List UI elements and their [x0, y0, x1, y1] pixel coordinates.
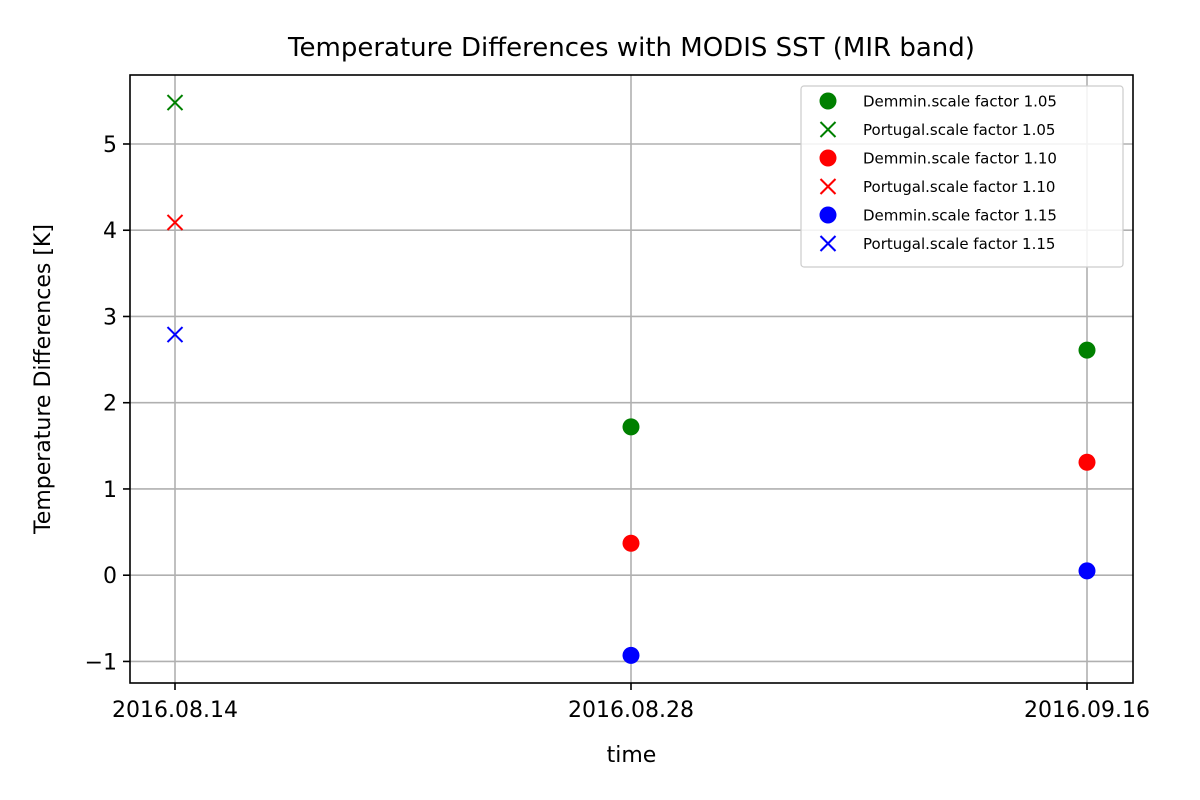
legend-entry: Demmin.scale factor 1.15 [819, 206, 1057, 225]
data-point [1078, 562, 1096, 580]
legend-marker [819, 206, 837, 224]
y-tick-label: −1 [85, 650, 117, 675]
legend: Demmin.scale factor 1.05 Portugal.scale f… [800, 85, 1124, 268]
legend-marker [819, 235, 837, 252]
y-tick-label: 4 [103, 219, 117, 244]
legend-label: Demmin.scale factor 1.10 [863, 150, 1057, 168]
legend-entry: Demmin.scale factor 1.10 [819, 149, 1057, 168]
x-marker-stroke [166, 94, 184, 111]
y-tick-label: 5 [103, 133, 117, 158]
x-marker-stroke [166, 326, 184, 343]
legend-entry: Portugal.scale factor 1.10 [819, 178, 1055, 196]
y-tick-label: 0 [103, 564, 117, 589]
legend-entry: Portugal.scale factor 1.05 [819, 121, 1055, 139]
data-point [1078, 341, 1096, 359]
data-point [622, 534, 640, 552]
data-point [1078, 453, 1096, 471]
data-point [622, 646, 640, 664]
data-point [166, 94, 184, 111]
legend-entry: Demmin.scale factor 1.05 [819, 92, 1057, 111]
legend-marker [819, 149, 837, 167]
x-marker-stroke [819, 121, 837, 138]
data-points [166, 94, 1096, 664]
y-tick-label: 3 [103, 305, 117, 330]
legend-label: Portugal.scale factor 1.10 [863, 178, 1055, 196]
legend-label: Demmin.scale factor 1.15 [863, 207, 1057, 225]
legend-box [800, 85, 1124, 268]
legend-label: Portugal.scale factor 1.05 [863, 121, 1055, 139]
data-point [166, 326, 184, 343]
legend-label: Portugal.scale factor 1.15 [863, 235, 1055, 253]
x-tick-label: 2016.08.28 [568, 698, 694, 723]
x-axis-title: time [607, 743, 657, 768]
x-tick-label: 2016.09.16 [1024, 698, 1150, 723]
legend-entry: Portugal.scale factor 1.15 [819, 235, 1055, 253]
data-point [622, 418, 640, 436]
legend-label: Demmin.scale factor 1.05 [863, 93, 1057, 111]
chart-title: Temperature Differences with MODIS SST (… [287, 33, 975, 63]
x-tick-label: 2016.08.14 [112, 698, 238, 723]
x-marker-stroke [166, 214, 184, 231]
legend-marker [819, 178, 837, 195]
axis-ticks: 2016.08.14 2016.08.28 2016.09.16 −1 0 1 2 3 4 5 [85, 133, 1150, 723]
y-axis-title: Temperature Differences [K] [31, 224, 56, 535]
data-point [166, 214, 184, 231]
legend-marker [819, 121, 837, 138]
x-marker-stroke [819, 178, 837, 195]
x-marker-stroke [819, 235, 837, 252]
y-tick-label: 1 [103, 478, 117, 503]
legend-marker [819, 92, 837, 110]
y-tick-label: 2 [103, 392, 117, 417]
